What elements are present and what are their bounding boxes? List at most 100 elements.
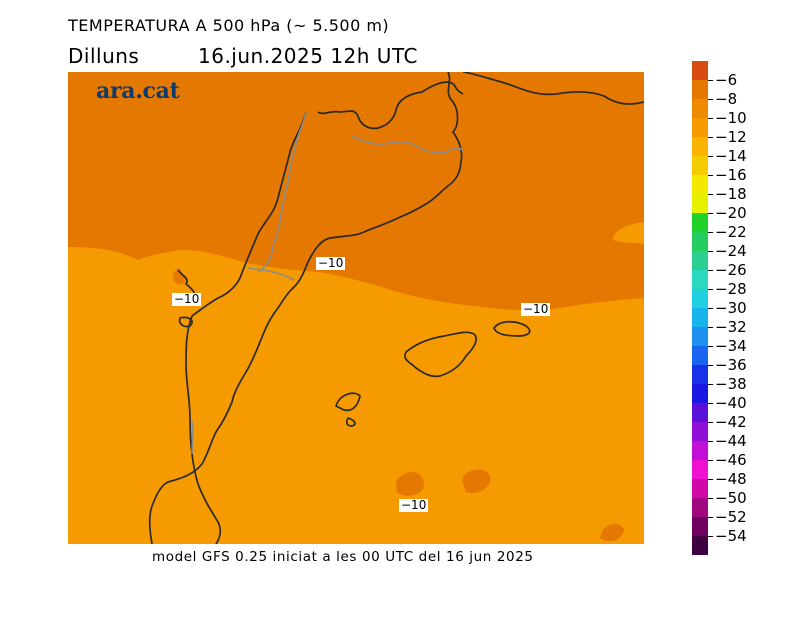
colorbar-segment <box>692 175 708 194</box>
colorbar-segment <box>692 137 708 156</box>
colorbar-tick-label: −6 <box>708 70 738 89</box>
colorbar-segment <box>692 118 708 137</box>
colorbar-tick-text: −38 <box>715 374 747 393</box>
warm-blob-3 <box>462 469 491 494</box>
colorbar-tick-label: −12 <box>708 127 747 146</box>
contour-label: −10 <box>521 302 551 316</box>
colorbar-tick-label: −38 <box>708 374 747 393</box>
colorbar-segment <box>692 498 708 517</box>
colorbar-segment <box>692 441 708 460</box>
colorbar-tick-label: −40 <box>708 393 747 412</box>
colorbar-labels: −6 −8 −10 −12 −14 −16 −18 −20 −22 −24 −26 −28 −30 −32… <box>708 61 798 555</box>
colorbar-tick-label: −14 <box>708 146 747 165</box>
colorbar-segment <box>692 536 708 555</box>
colorbar-tick-text: −52 <box>715 507 747 526</box>
contour-label: −10 <box>316 256 346 270</box>
colorbar-segment <box>692 308 708 327</box>
colorbar-segment <box>692 156 708 175</box>
temperature-colorbar <box>692 61 708 555</box>
island-menorca <box>493 320 531 337</box>
map-footer: model GFS 0.25 iniciat a les 00 UTC del … <box>152 549 534 565</box>
colorbar-tick-text: −44 <box>715 431 747 450</box>
colorbar-tick-label: −28 <box>708 279 747 298</box>
colorbar-segment <box>692 270 708 289</box>
colorbar-tick-text: −34 <box>715 336 747 355</box>
colorbar-tick-label: −36 <box>708 355 747 374</box>
colorbar-segment <box>692 365 708 384</box>
colorbar-tick-label: −26 <box>708 260 747 279</box>
colorbar-tick-text: −20 <box>715 203 747 222</box>
colorbar-tick-text: −6 <box>715 70 738 89</box>
colorbar-segment <box>692 99 708 118</box>
colorbar-segment <box>692 289 708 308</box>
colorbar-segment <box>692 232 708 251</box>
colorbar-segment <box>692 251 708 270</box>
island-columbretes <box>178 316 193 328</box>
warm-blob-4 <box>600 524 624 542</box>
colorbar-tick-text: −28 <box>715 279 747 298</box>
colorbar-tick-label: −50 <box>708 488 747 507</box>
colorbar-tick-label: −24 <box>708 241 747 260</box>
colorbar-segment <box>692 479 708 498</box>
border-south-segment <box>191 421 194 455</box>
colorbar-tick-text: −10 <box>715 108 747 127</box>
colorbar-tick-label: −22 <box>708 222 747 241</box>
colorbar-tick-text: −50 <box>715 488 747 507</box>
colorbar-tick-label: −42 <box>708 412 747 431</box>
colorbar-tick-label: −48 <box>708 469 747 488</box>
colorbar-tick-label: −18 <box>708 184 747 203</box>
warm-blob-2 <box>396 471 425 496</box>
colorbar-segment <box>692 346 708 365</box>
coastline-mainland <box>148 72 644 544</box>
colorbar-tick-text: −42 <box>715 412 747 431</box>
colorbar-tick-text: −30 <box>715 298 747 317</box>
island-mallorca <box>404 331 477 378</box>
island-ibiza <box>335 392 361 412</box>
colorbar-tick-text: −48 <box>715 469 747 488</box>
border-france-spain <box>351 135 464 154</box>
colorbar-tick-text: −36 <box>715 355 747 374</box>
colorbar-tick-text: −26 <box>715 260 747 279</box>
temperature-map <box>68 72 644 544</box>
island-formentera <box>345 417 356 427</box>
ara-cat-logo: ara.cat <box>96 78 180 104</box>
colorbar-tick-label: −8 <box>708 89 738 108</box>
colorbar-tick-label: −32 <box>708 317 747 336</box>
contour-label: −10 <box>172 292 202 306</box>
colorbar-tick-text: −22 <box>715 222 747 241</box>
colorbar-tick-text: −14 <box>715 146 747 165</box>
colorbar-tick-label: −10 <box>708 108 747 127</box>
colorbar-segment <box>692 517 708 536</box>
colorbar-segment <box>692 460 708 479</box>
border-catalonia-aragon <box>257 111 307 273</box>
colorbar-segment <box>692 61 708 80</box>
warm-band-area <box>68 72 644 311</box>
colorbar-tick-text: −32 <box>715 317 747 336</box>
colorbar-tick-label: −46 <box>708 450 747 469</box>
colorbar-tick-text: −18 <box>715 184 747 203</box>
map-day: Dilluns <box>68 44 140 68</box>
colorbar-tick-label: −34 <box>708 336 747 355</box>
colorbar-segment <box>692 194 708 213</box>
colorbar-segment <box>692 80 708 99</box>
colorbar-tick-text: −40 <box>715 393 747 412</box>
colorbar-tick-label: −54 <box>708 528 747 544</box>
map-datetime: 16.jun.2025 12h UTC <box>198 44 418 68</box>
colorbar-segment <box>692 422 708 441</box>
coastline-west <box>185 111 307 544</box>
colorbar-tick-text: −8 <box>715 89 738 108</box>
colorbar-tick-text: −46 <box>715 450 747 469</box>
colorbar-segment <box>692 403 708 422</box>
colorbar-tick-label: −20 <box>708 203 747 222</box>
colorbar-tick-text: −24 <box>715 241 747 260</box>
border-delta-segment <box>247 267 295 281</box>
colorbar-tick-label: −44 <box>708 431 747 450</box>
contour-label: −10 <box>399 498 429 512</box>
warm-blob-1 <box>173 268 186 285</box>
colorbar-tick-label: −30 <box>708 298 747 317</box>
colorbar-tick-text: −12 <box>715 127 747 146</box>
colorbar-segment <box>692 384 708 403</box>
colorbar-tick-label: −16 <box>708 167 747 183</box>
map-title: TEMPERATURA A 500 hPa (~ 5.500 m) <box>68 16 390 35</box>
colorbar-segment <box>692 213 708 232</box>
